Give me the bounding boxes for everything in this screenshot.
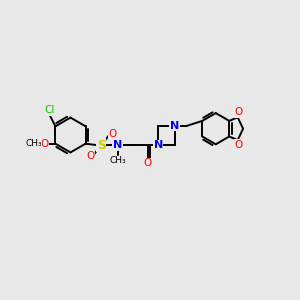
Text: O: O [108, 129, 116, 139]
Text: N: N [170, 121, 179, 131]
Text: O: O [40, 139, 49, 149]
Text: CH₃: CH₃ [110, 156, 127, 165]
Text: N: N [154, 140, 163, 150]
Text: O: O [235, 107, 243, 118]
Text: O: O [86, 151, 94, 161]
Text: O: O [143, 158, 152, 168]
Text: CH₃: CH₃ [25, 139, 42, 148]
Text: N: N [113, 140, 122, 150]
Text: Cl: Cl [45, 105, 55, 116]
Text: S: S [97, 139, 106, 152]
Text: O: O [235, 140, 243, 150]
